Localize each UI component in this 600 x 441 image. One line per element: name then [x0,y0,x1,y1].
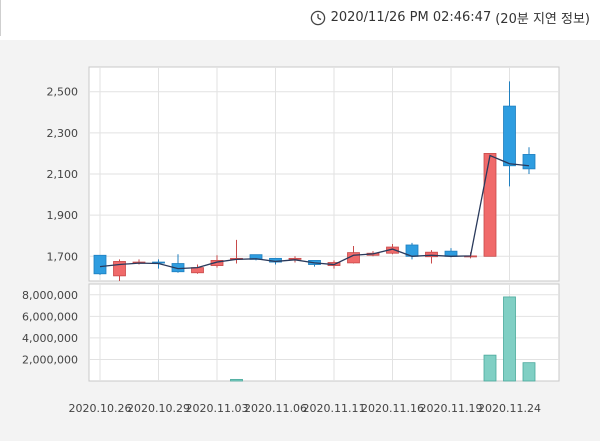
volume-plot-area [88,283,560,382]
price-tick-label: 2,300 [47,127,79,140]
date-tick-label: 2020.11.03 [186,402,249,415]
price-tick-label: 1,900 [47,209,79,222]
delay-note: (20분 지연 정보) [495,12,590,27]
candle-body [503,105,516,167]
candle-body [210,260,224,266]
date-tick-label: 2020.10.29 [127,402,190,415]
volume-bar [483,354,497,382]
left-divider [0,0,1,36]
date-tick-label: 2020.11.19 [420,402,483,415]
volume-bar [503,296,516,382]
timestamp: 2020/11/26 PM 02:46:47 [330,10,492,25]
price-tick-label: 1,700 [47,250,79,263]
volume-bar [522,362,536,382]
volume-tick-label: 2,000,000 [22,353,78,366]
volume-tick-label: 4,000,000 [22,332,78,345]
candle-body [93,254,107,275]
date-tick-label: 2020.11.06 [244,402,307,415]
volume-tick-label: 6,000,000 [22,310,78,323]
candle-body [425,251,438,258]
chart-panel: 2020.10.26 2020.10.29 2020.11.03 2020.11.06… [0,40,600,441]
date-tick-label: 2020.11.11 [303,402,366,415]
date-tick-label: 2020.10.26 [69,402,132,415]
volume-bar [230,378,243,382]
candle-body [483,153,497,257]
clock-icon [310,10,325,25]
price-tick-label: 2,500 [47,86,79,99]
quote-time-header: 2020/11/26 PM 02:46:47 (20분 지연 정보) [310,8,590,27]
date-tick-label: 2020.11.16 [361,402,424,415]
moving-average-line [99,154,530,270]
price-tick-label: 2,100 [47,168,79,181]
stock-chart: 2020.10.262020.10.292020.11.032020.11.06… [22,66,560,415]
candle-body [522,154,536,170]
date-tick-label: 2020.11.24 [478,402,541,415]
volume-tick-label: 8,000,000 [22,289,78,302]
